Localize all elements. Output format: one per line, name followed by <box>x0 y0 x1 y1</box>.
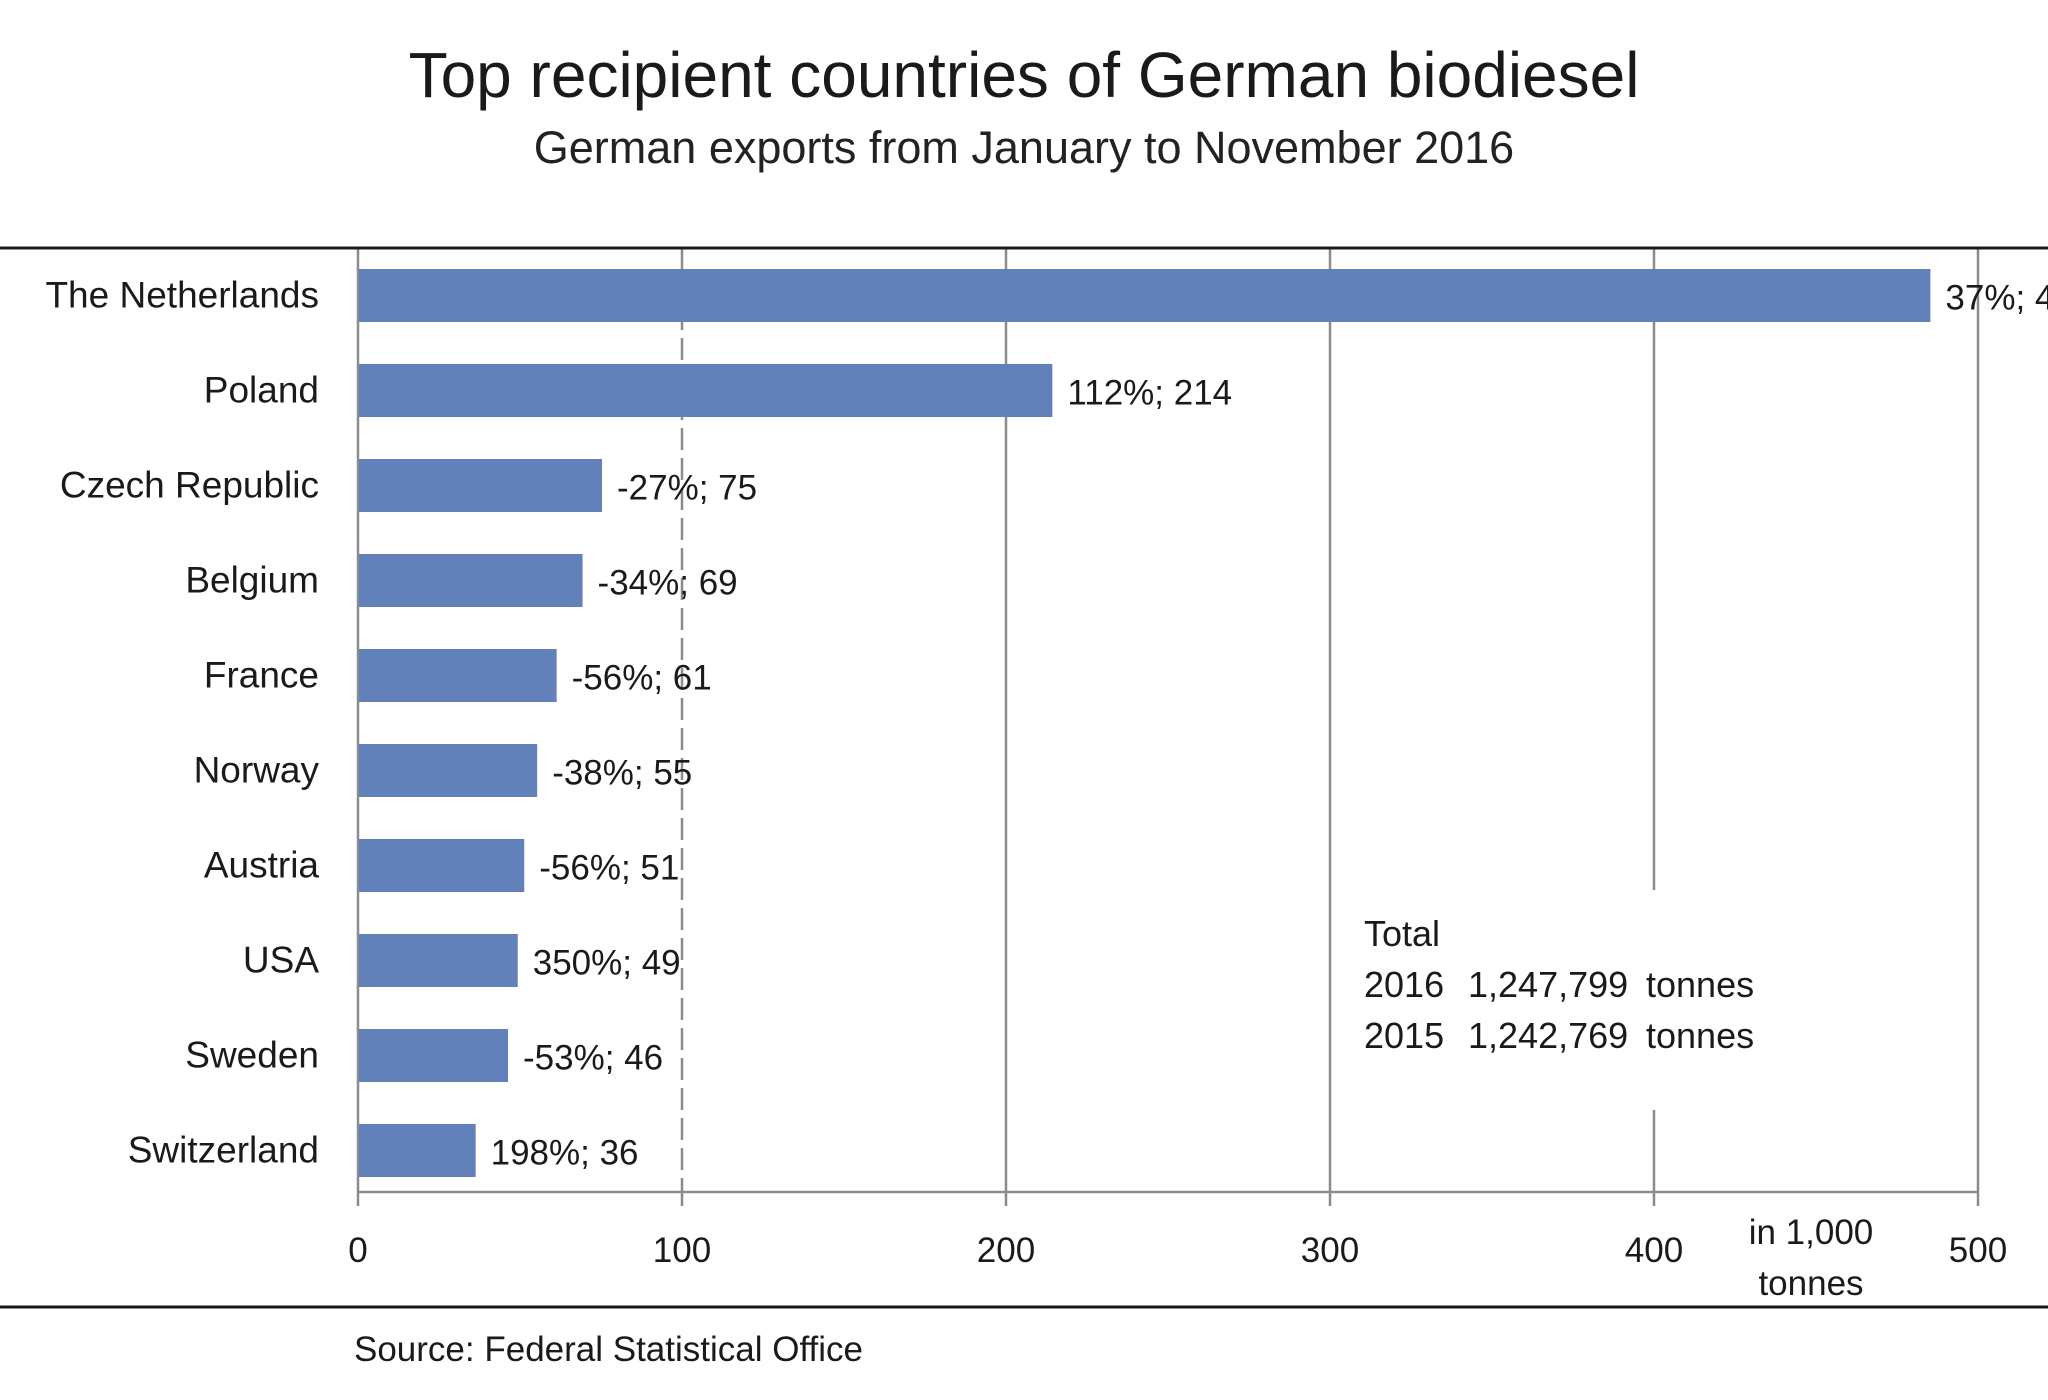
category-label: Austria <box>204 845 320 886</box>
annotation-heading: Total <box>1364 913 1440 954</box>
bar-6 <box>359 839 525 892</box>
x-axis: 0 100 200 300 400 500 in 1,000 tonnes <box>0 246 2048 1309</box>
bar-8 <box>359 1029 509 1082</box>
total-annotation: Total 2016 1,247,799 tonnes 2015 1,242,769 ton… <box>1364 913 1754 1056</box>
bar-4 <box>359 649 557 702</box>
category-label: Belgium <box>185 560 319 601</box>
category-label: USA <box>243 940 319 981</box>
annotation-year-2015: 2015 <box>1364 1015 1444 1056</box>
data-label: 37%; 485 <box>1945 279 2048 318</box>
bar-5 <box>359 744 538 797</box>
annotation-unit-2016: tonnes <box>1646 964 1754 1005</box>
bar-7 <box>359 934 518 987</box>
data-label: -34%; 69 <box>598 564 738 603</box>
category-label: France <box>204 655 319 696</box>
data-label: 112%; 214 <box>1067 374 1232 413</box>
data-labels: 37%; 485 112%; 214 -27%; 75 -34%; 69 -56%; 6… <box>491 279 2048 1173</box>
category-label: The Netherlands <box>45 275 319 316</box>
data-label: -56%; 51 <box>539 849 679 888</box>
bar-3 <box>359 554 583 607</box>
data-label: -27%; 75 <box>617 469 757 508</box>
category-label: Norway <box>194 750 320 791</box>
data-label: -53%; 46 <box>523 1039 663 1078</box>
category-label: Poland <box>204 370 319 411</box>
category-label: Sweden <box>185 1035 319 1076</box>
annotation-amount-2016: 1,247,799 <box>1468 964 1628 1005</box>
category-labels: The Netherlands Poland Czech Republic Belgi… <box>45 275 319 1171</box>
bar-1 <box>359 364 1053 417</box>
grid-lines <box>356 248 1980 1192</box>
chart-title: Top recipient countries of German biodie… <box>408 39 1640 111</box>
bar-9 <box>359 1124 476 1177</box>
annotation-amount-2015: 1,242,769 <box>1468 1015 1628 1056</box>
x-tick-label-200: 200 <box>977 1231 1035 1270</box>
x-tick-label-100: 100 <box>653 1231 711 1270</box>
bar-0 <box>359 269 1931 322</box>
x-axis-label-line1: in 1,000 <box>1749 1213 1874 1252</box>
data-label: -56%; 61 <box>572 659 712 698</box>
source-note: Source: Federal Statistical Office <box>354 1330 864 1369</box>
x-tick-label-400: 400 <box>1625 1231 1683 1270</box>
annotation-unit-2015: tonnes <box>1646 1015 1754 1056</box>
data-label: -38%; 55 <box>552 754 692 793</box>
chart-subtitle: German exports from January to November … <box>533 122 1515 173</box>
data-label: 198%; 36 <box>491 1134 639 1173</box>
annotation-backdrop <box>1642 890 1666 1110</box>
x-axis-label-line2: tonnes <box>1758 1264 1863 1303</box>
x-tick-label-300: 300 <box>1301 1231 1359 1270</box>
bars <box>359 269 1931 1177</box>
category-label: Czech Republic <box>60 465 319 506</box>
category-label: Switzerland <box>128 1130 319 1171</box>
data-label: 350%; 49 <box>533 944 681 983</box>
bar-2 <box>359 459 602 512</box>
x-tick-label-500: 500 <box>1949 1231 2007 1270</box>
annotation-year-2016: 2016 <box>1364 964 1444 1005</box>
x-tick-label-0: 0 <box>348 1231 367 1270</box>
